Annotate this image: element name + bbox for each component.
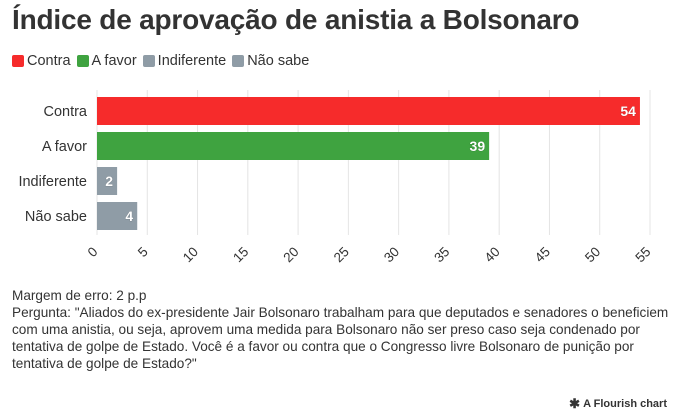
category-label: Contra: [43, 104, 87, 120]
category-labels: Contra A favor Indiferente Não sabe: [18, 104, 87, 225]
legend-label: Contra: [27, 53, 71, 69]
x-axis-ticks: 0 5 10 15 20 25 30 35 40 45 50 55: [85, 244, 654, 265]
x-tick-label: 25: [331, 244, 352, 265]
legend-swatch: [76, 55, 89, 67]
x-tick-label: 45: [532, 244, 553, 265]
legend-swatch: [142, 55, 155, 67]
survey-question: Pergunta: "Aliados do ex-presidente Jair…: [12, 305, 669, 371]
legend-label: Indiferente: [157, 53, 227, 69]
legend-item-contra[interactable]: Contra: [12, 53, 71, 69]
flourish-credit[interactable]: ✱ A Flourish chart: [569, 396, 667, 412]
category-label: Não sabe: [25, 209, 87, 225]
footnote: Margem de erro: 2 p.p Pergunta: "Aliados…: [12, 287, 677, 372]
legend: Contra A favor Indiferente Não sabe: [12, 53, 315, 69]
x-tick-label: 30: [381, 244, 402, 265]
x-tick-label: 55: [632, 244, 653, 265]
bar-value-label: 2: [105, 173, 113, 189]
x-tick-label: 10: [180, 244, 201, 265]
category-label: Indiferente: [18, 174, 87, 190]
legend-item-nao-sabe[interactable]: Não sabe: [232, 53, 309, 69]
margin-of-error: Margem de erro: 2 p.p: [12, 288, 147, 303]
x-tick-label: 20: [280, 244, 301, 265]
credit-label: A Flourish chart: [583, 398, 667, 410]
bar[interactable]: [97, 202, 138, 230]
chart-title: Índice de aprovação de anistia a Bolsona…: [12, 4, 580, 35]
legend-item-indiferente[interactable]: Indiferente: [142, 53, 227, 69]
flourish-star-icon: ✱: [569, 396, 581, 411]
legend-item-a-favor[interactable]: A favor: [76, 53, 137, 69]
x-tick-label: 15: [230, 244, 251, 265]
legend-swatch: [232, 55, 245, 67]
bar[interactable]: [97, 97, 640, 125]
x-tick-label: 35: [431, 244, 452, 265]
bar-value-label: 39: [470, 138, 486, 154]
bar-value-label: 54: [620, 103, 636, 119]
legend-swatch: [12, 55, 24, 67]
bar-value-label: 4: [125, 208, 133, 224]
x-tick-label: 50: [582, 244, 603, 265]
x-tick-label: 5: [135, 244, 151, 260]
category-label: A favor: [42, 139, 87, 155]
x-tick-label: 40: [482, 244, 503, 265]
bar[interactable]: [97, 167, 118, 195]
bars: [97, 97, 640, 230]
legend-label: Não sabe: [247, 53, 310, 69]
bar[interactable]: [97, 132, 490, 160]
x-tick-label: 0: [85, 244, 101, 260]
legend-label: A favor: [91, 53, 137, 69]
